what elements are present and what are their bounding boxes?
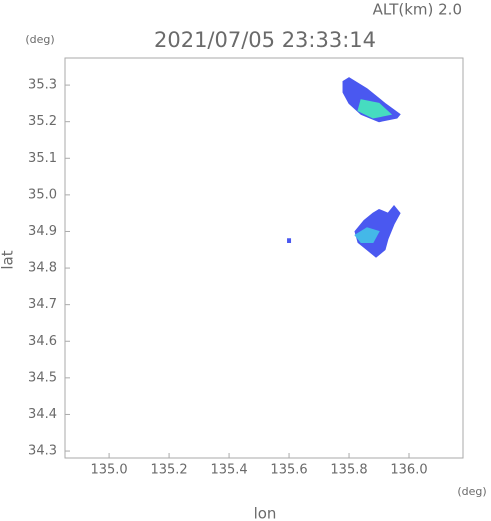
x-tick-label: 136.0 — [390, 463, 427, 478]
y-unit: (deg) — [25, 33, 54, 46]
y-tick-label: 34.9 — [28, 224, 57, 239]
echo-region — [357, 99, 393, 119]
x-tick-label: 135.6 — [270, 463, 307, 478]
y-tick-label: 35.1 — [28, 151, 57, 166]
x-tick-label: 135.8 — [330, 463, 367, 478]
y-tick-label: 34.3 — [28, 444, 57, 459]
x-unit: (deg) — [457, 485, 486, 498]
y-tick-label: 35.2 — [28, 114, 57, 129]
x-tick-label: 135.0 — [90, 463, 127, 478]
y-tick-label: 34.6 — [28, 334, 57, 349]
y-tick-label: 35.0 — [28, 187, 57, 202]
y-tick-label: 35.3 — [28, 78, 57, 93]
echo-region — [287, 238, 292, 243]
x-axis-label: lon — [254, 505, 277, 521]
altitude-label: ALT(km) 2.0 — [373, 1, 462, 19]
plot-frame — [64, 57, 464, 459]
echo-region — [354, 227, 380, 243]
y-tick-label: 34.7 — [28, 297, 57, 312]
x-tick-label: 135.4 — [210, 463, 247, 478]
x-tick-label: 135.2 — [150, 463, 187, 478]
y-tick-label: 34.4 — [28, 407, 57, 422]
y-axis-label: lat — [0, 250, 17, 269]
y-tick-label: 34.8 — [28, 261, 57, 276]
y-tick-label: 34.5 — [28, 370, 57, 385]
chart-title: 2021/07/05 23:33:14 — [154, 28, 376, 52]
